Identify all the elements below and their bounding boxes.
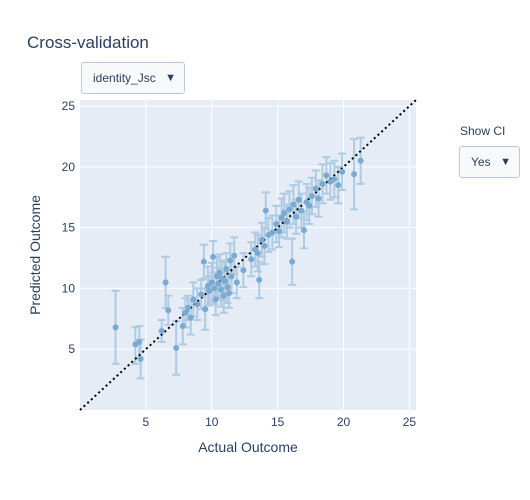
data-point xyxy=(200,258,207,265)
data-point xyxy=(233,279,240,286)
data-points xyxy=(112,157,364,362)
y-axis-ticks: 5 10 15 20 25 xyxy=(62,99,76,356)
data-point xyxy=(208,279,215,286)
data-point xyxy=(185,304,192,311)
data-point xyxy=(187,314,194,321)
data-point xyxy=(190,296,197,303)
data-point xyxy=(335,182,342,189)
data-point xyxy=(212,296,219,303)
y-tick-label: 15 xyxy=(62,221,76,235)
identity-diagonal-line xyxy=(79,99,417,411)
data-point xyxy=(210,253,217,260)
data-point xyxy=(204,283,211,289)
x-tick-label: 20 xyxy=(337,415,351,429)
x-axis-title: Actual Outcome xyxy=(198,439,298,455)
data-point xyxy=(231,252,238,259)
data-point xyxy=(158,327,165,334)
data-point xyxy=(136,338,143,345)
data-point xyxy=(293,213,300,220)
y-tick-label: 25 xyxy=(62,99,76,113)
data-point xyxy=(173,345,180,351)
x-axis-ticks: 5 10 15 20 25 xyxy=(143,415,417,429)
gridlines xyxy=(80,100,416,410)
chart-title: Cross-validation xyxy=(27,33,149,52)
data-point xyxy=(290,201,297,208)
x-tick-label: 5 xyxy=(143,415,150,429)
x-tick-label: 15 xyxy=(271,415,285,429)
data-point xyxy=(198,291,205,298)
data-point xyxy=(165,307,172,314)
data-point xyxy=(301,227,307,234)
data-point xyxy=(351,171,358,178)
y-axis-title: Predicted Outcome xyxy=(27,195,43,315)
data-point xyxy=(162,279,169,286)
data-point xyxy=(240,267,247,274)
data-point xyxy=(248,256,255,263)
data-point xyxy=(202,306,209,313)
data-point xyxy=(315,195,322,202)
show-ci-label: Show CI xyxy=(460,124,506,138)
data-point xyxy=(308,193,315,200)
triangle-down-icon: ▼ xyxy=(165,72,176,84)
data-point xyxy=(269,229,276,236)
show-ci-value: Yes xyxy=(471,155,491,169)
data-point xyxy=(220,292,227,299)
data-point xyxy=(312,185,319,192)
x-tick-label: 25 xyxy=(403,415,417,429)
data-point xyxy=(256,276,263,283)
target-select-value: identity_Jsc xyxy=(93,71,156,85)
data-point xyxy=(286,206,293,213)
data-point xyxy=(224,284,231,291)
data-point xyxy=(339,168,346,175)
data-point xyxy=(112,324,119,331)
y-tick-label: 20 xyxy=(62,160,76,174)
data-point xyxy=(278,214,285,221)
y-tick-label: 5 xyxy=(68,342,75,356)
data-point xyxy=(357,157,364,164)
data-point xyxy=(323,172,330,179)
y-tick-label: 10 xyxy=(62,281,76,295)
data-point xyxy=(223,265,230,272)
data-point xyxy=(137,355,144,362)
data-point xyxy=(217,286,224,293)
data-point xyxy=(283,218,290,225)
data-point xyxy=(254,250,261,257)
triangle-down-icon: ▼ xyxy=(500,156,511,168)
show-ci-dropdown[interactable]: Yes ▼ xyxy=(459,146,520,178)
data-point xyxy=(182,309,189,316)
data-point xyxy=(281,210,288,217)
data-point xyxy=(275,228,282,235)
data-point xyxy=(228,273,235,280)
data-point xyxy=(262,207,269,214)
data-point xyxy=(216,269,223,276)
data-point xyxy=(215,280,222,287)
target-select-dropdown[interactable]: identity_Jsc ▼ xyxy=(81,62,185,94)
data-point xyxy=(298,207,305,214)
data-point xyxy=(227,257,234,264)
data-point xyxy=(194,301,201,308)
data-point xyxy=(179,323,186,330)
data-point xyxy=(211,285,218,292)
data-point xyxy=(258,236,265,243)
data-point xyxy=(206,287,213,294)
x-tick-label: 10 xyxy=(205,415,219,429)
data-point xyxy=(225,290,232,297)
data-point xyxy=(261,242,268,249)
data-point xyxy=(306,202,313,209)
data-point xyxy=(319,180,326,187)
data-point xyxy=(289,258,296,265)
data-point xyxy=(221,278,228,285)
data-point xyxy=(273,221,280,227)
data-point xyxy=(295,196,302,203)
data-point xyxy=(331,176,338,183)
